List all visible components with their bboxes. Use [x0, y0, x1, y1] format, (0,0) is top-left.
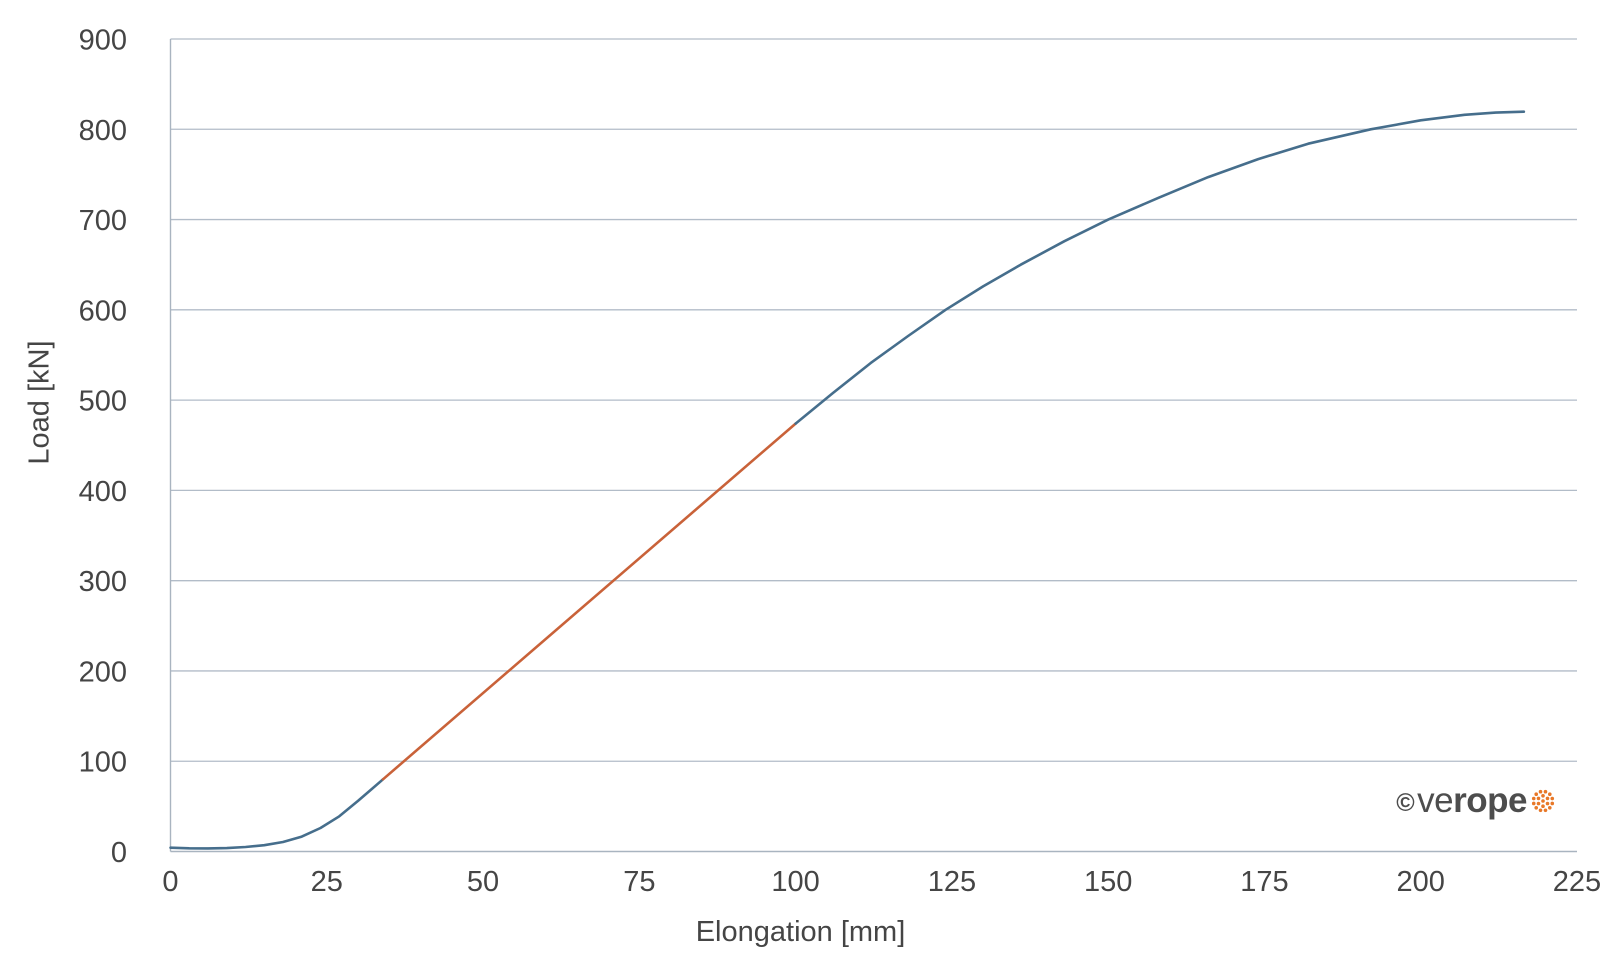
y-tick-label-400: 400 [79, 476, 127, 508]
y-tick-label-800: 800 [79, 115, 127, 147]
x-tick-label-25: 25 [311, 866, 343, 898]
x-axis-title: Elongation [mm] [695, 916, 906, 948]
x-tick-label-0: 0 [162, 866, 178, 898]
copyright-symbol: © [1396, 788, 1415, 817]
rope-strand-dot [1534, 805, 1539, 810]
rope-strand-dot [1545, 801, 1550, 806]
y-axis-title: Load [kN] [23, 340, 56, 465]
rope-strand-dot [1541, 804, 1545, 808]
load-curve-initial-segment [169, 778, 385, 850]
load-curve-linear-segment [381, 422, 797, 781]
verope-logo: © ve rope [1396, 781, 1557, 821]
rope-strand-dot [1550, 801, 1555, 806]
x-tick-label-75: 75 [623, 866, 655, 898]
rope-strand-dot [1531, 801, 1536, 806]
rope-strand-dot [1547, 792, 1552, 797]
x-tick-label-225: 225 [1553, 866, 1601, 898]
rope-strand-dot [1550, 796, 1555, 801]
x-tick-label-200: 200 [1397, 866, 1445, 898]
rope-strand-dot [1531, 796, 1536, 801]
rope-strand-dot [1543, 789, 1548, 794]
rope-cross-section-icon [1531, 789, 1555, 813]
logo-text-light: ve [1417, 781, 1454, 820]
rope-strand-dot [1538, 808, 1543, 813]
y-tick-label-600: 600 [79, 295, 127, 327]
rope-strand-dot [1536, 796, 1541, 801]
logo-text-bold: rope [1453, 781, 1527, 820]
x-tick-label-150: 150 [1084, 866, 1132, 898]
rope-strand-dot [1536, 801, 1541, 806]
rope-strand-dot [1547, 805, 1552, 810]
rope-strand-dot [1538, 789, 1543, 794]
y-tick-label-0: 0 [111, 837, 127, 869]
rope-strand-dot [1543, 808, 1548, 813]
load-curve-upper-segment [794, 110, 1526, 425]
rope-strand-dot [1534, 792, 1539, 797]
x-tick-label-100: 100 [771, 866, 819, 898]
y-tick-label-700: 700 [79, 205, 127, 237]
y-tick-label-100: 100 [79, 747, 127, 779]
y-tick-label-500: 500 [79, 386, 127, 418]
x-tick-label-125: 125 [928, 866, 976, 898]
rope-strand-dot [1541, 794, 1545, 798]
y-tick-label-200: 200 [79, 656, 127, 688]
y-tick-label-900: 900 [79, 25, 127, 57]
rope-strand-dot [1541, 799, 1545, 803]
x-tick-label-175: 175 [1240, 866, 1288, 898]
y-tick-label-300: 300 [79, 566, 127, 598]
x-tick-label-50: 50 [467, 866, 499, 898]
rope-strand-dot [1545, 796, 1550, 801]
